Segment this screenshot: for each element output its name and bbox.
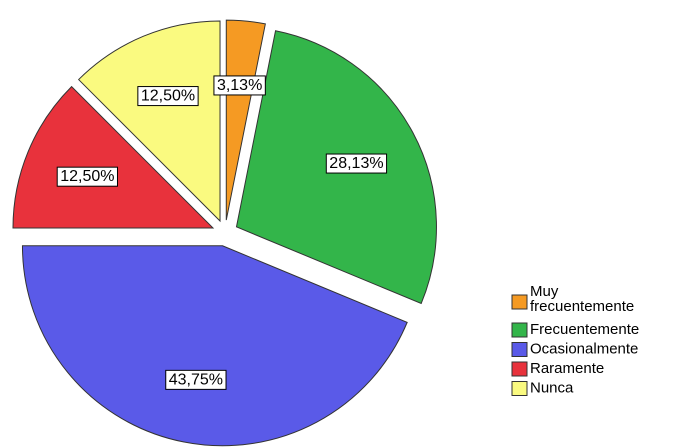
- data-label-box: [137, 86, 199, 107]
- legend-swatch: [511, 322, 528, 338]
- pie-slice: [21, 245, 408, 447]
- legend-label: Ocasionalmente: [530, 340, 638, 357]
- data-label-group: 28,13%: [325, 153, 388, 174]
- legend-label-line: frecuentemente: [530, 298, 634, 315]
- pie-slice: [77, 20, 221, 223]
- data-label: 43,75%: [169, 371, 223, 388]
- legend-swatch: [511, 294, 528, 310]
- pie-slice: [12, 85, 215, 229]
- data-label: 28,13%: [329, 155, 383, 172]
- legend-label: Nunca: [530, 379, 574, 396]
- legend-swatch: [511, 381, 528, 396]
- data-label: 12,50%: [141, 88, 195, 105]
- data-label-group: 3,13%: [213, 75, 266, 96]
- data-label: 3,13%: [217, 77, 262, 94]
- data-label-group: 12,50%: [137, 86, 199, 107]
- data-label-box: [165, 369, 227, 390]
- legend-swatch: [511, 361, 528, 377]
- data-label-box: [56, 166, 118, 187]
- legend-label-line: Muy: [530, 283, 563, 300]
- data-label-group: 43,75%: [165, 369, 227, 390]
- legend-label: Muy frecuentemente: [530, 283, 634, 315]
- data-label-box: [325, 153, 388, 174]
- legend-label: Raramente: [530, 360, 604, 377]
- data-label-group: 12,50%: [56, 166, 118, 187]
- data-label: 12,50%: [60, 168, 114, 185]
- legend-label: Frecuentemente: [530, 321, 639, 338]
- pie-slice: [225, 19, 266, 221]
- legend-swatch: [511, 342, 528, 357]
- data-label-box: [213, 75, 266, 96]
